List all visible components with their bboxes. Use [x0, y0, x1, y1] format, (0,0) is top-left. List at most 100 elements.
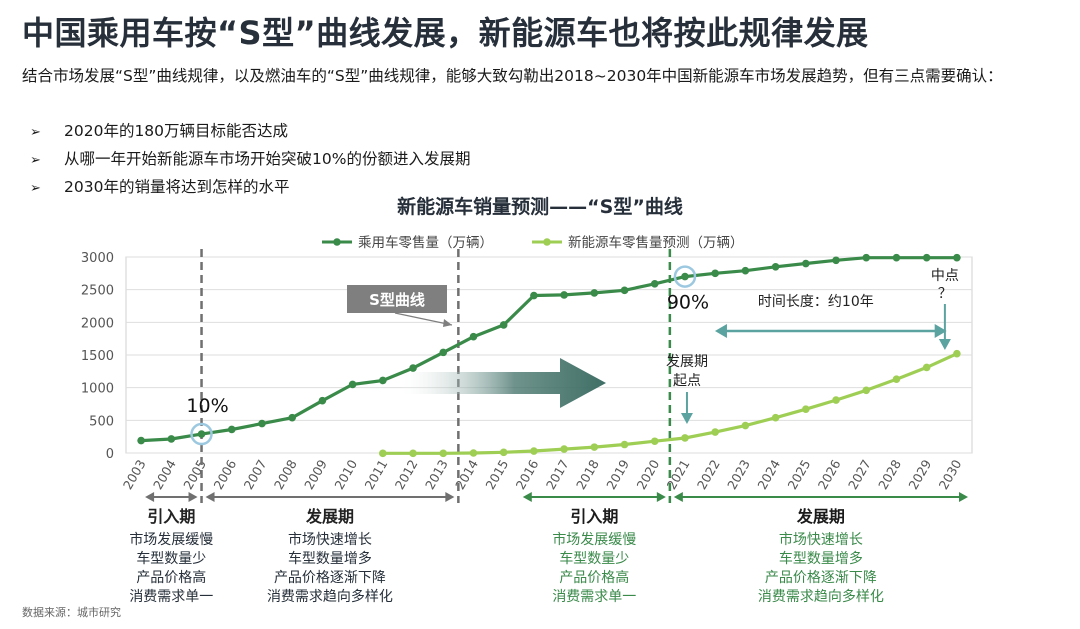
phase-description: 市场快速增长 — [288, 531, 372, 548]
data-point — [288, 413, 296, 422]
data-point — [711, 269, 719, 278]
midpoint-label: ？ — [938, 286, 952, 302]
phase-description: 消费需求趋向多样化 — [267, 588, 393, 605]
intro-text: 结合市场发展“S型”曲线规律，以及燃油车的“S型”曲线规律，能够大致勾勒出201… — [22, 67, 1003, 85]
time-span-arrow-right — [934, 324, 947, 338]
s-curve-pointer-head — [443, 319, 452, 327]
phase-description: 车型数量增多 — [288, 550, 372, 567]
bullet-item: ➢ 2030年的销量将达到怎样的水平 — [30, 174, 470, 202]
phase-description: 产品价格逐渐下降 — [765, 570, 877, 586]
phase-title: 发展期 — [305, 507, 354, 526]
bullet-text: 从哪一年开始新能源车市场开始突破10%的份额进入发展期 — [64, 150, 471, 168]
data-point — [439, 449, 448, 458]
data-point — [469, 332, 478, 341]
legend-swatch-marker — [543, 238, 551, 246]
data-point — [711, 428, 719, 436]
x-tick-label: 2029 — [905, 457, 934, 492]
y-tick-label: 500 — [89, 414, 114, 429]
data-point — [892, 253, 901, 262]
dev-start-label: 发展期 — [666, 354, 708, 370]
phase-description: 车型数量少 — [559, 550, 629, 567]
x-tick-label: 2028 — [875, 457, 904, 492]
data-point — [862, 253, 871, 262]
data-point — [620, 286, 629, 295]
series-line — [382, 352, 958, 455]
phase-span-arrow-left — [145, 492, 155, 502]
highlight-ring — [673, 265, 697, 288]
data-point — [560, 445, 568, 453]
x-tick-label: 2022 — [694, 457, 723, 492]
data-point — [802, 405, 810, 414]
s-curve-pointer — [394, 312, 453, 326]
data-point — [681, 434, 689, 442]
bullet-text: 2020年的180万辆目标能否达成 — [64, 122, 289, 140]
legend-label: 新能源车零售量预测（万辆） — [568, 234, 744, 251]
x-tick-label: 2008 — [271, 457, 300, 492]
data-point — [832, 396, 840, 404]
x-tick-label: 2018 — [573, 457, 602, 492]
x-tick-label: 2014 — [452, 457, 481, 492]
x-tick-label: 2003 — [120, 457, 149, 492]
y-tick-label: 2500 — [81, 284, 114, 299]
x-tick-label: 2016 — [513, 457, 542, 492]
phase-span-arrow-right — [445, 492, 455, 502]
dev-start-arrow-head — [680, 413, 693, 424]
s-curve-label: S型曲线 — [369, 291, 425, 309]
phase-title: 发展期 — [796, 507, 845, 526]
data-point — [258, 419, 266, 428]
trend-arrow — [402, 358, 606, 408]
phase-span-arrow-left — [673, 492, 683, 502]
phase-description: 车型数量少 — [136, 550, 206, 567]
x-tick-label: 2019 — [603, 457, 632, 492]
x-tick-label: 2023 — [724, 457, 753, 492]
bullet-item: ➢ 2020年的180万辆目标能否达成 — [30, 118, 470, 146]
time-span-label: 时间长度：约10年 — [758, 294, 874, 310]
data-point — [530, 447, 538, 455]
data-point — [197, 430, 206, 438]
data-point — [771, 413, 780, 422]
x-tick-label: 2017 — [543, 457, 572, 492]
time-span-arrow-left — [714, 324, 727, 338]
x-tick-label: 2027 — [845, 457, 874, 492]
data-point — [802, 259, 810, 268]
phase-span-arrow-left — [522, 492, 532, 502]
x-tick-label: 2021 — [664, 457, 693, 492]
x-tick-label: 2004 — [150, 457, 179, 492]
chart-title: 新能源车销量预测——“S型”曲线 — [397, 196, 683, 218]
data-point — [681, 272, 689, 281]
legend-swatch-marker — [333, 238, 341, 246]
phase-description: 车型数量增多 — [779, 550, 863, 567]
phase-title: 引入期 — [147, 507, 195, 526]
data-point — [348, 380, 357, 389]
phase-span-arrow-right — [959, 492, 968, 502]
data-point — [590, 289, 599, 297]
bullet-item: ➢ 从哪一年开始新能源车市场开始突破10%的份额进入发展期 — [30, 146, 470, 174]
y-tick-label: 2000 — [81, 316, 114, 331]
phase-description: 消费需求单一 — [129, 589, 213, 605]
x-tick-label: 2012 — [392, 457, 421, 492]
data-point — [650, 437, 659, 446]
data-point — [439, 348, 448, 357]
phase-span-arrow-left — [205, 492, 215, 502]
data-point — [832, 256, 840, 265]
bullet-arrow-icon: ➢ — [30, 181, 41, 196]
midpoint-arrow-head — [938, 339, 951, 350]
page-title: 中国乘用车按“S型”曲线发展，新能源车也将按此规律发展 — [22, 14, 869, 52]
x-tick-label: 2010 — [331, 457, 360, 492]
data-point — [379, 376, 387, 385]
data-point — [560, 291, 568, 299]
x-tick-label: 2006 — [210, 457, 239, 492]
data-point — [922, 253, 931, 262]
phase-description: 产品价格高 — [559, 569, 629, 586]
y-tick-label: 0 — [106, 447, 114, 462]
phase-title: 引入期 — [570, 507, 618, 526]
data-point — [409, 364, 417, 372]
data-point — [409, 449, 417, 458]
bullet-text: 2030年的销量将达到怎样的水平 — [64, 178, 290, 196]
data-point — [590, 443, 599, 451]
data-point — [318, 396, 327, 405]
data-point — [167, 435, 176, 443]
phase-description: 消费需求趋向多样化 — [758, 588, 884, 605]
pct10-label: 10% — [186, 395, 228, 417]
